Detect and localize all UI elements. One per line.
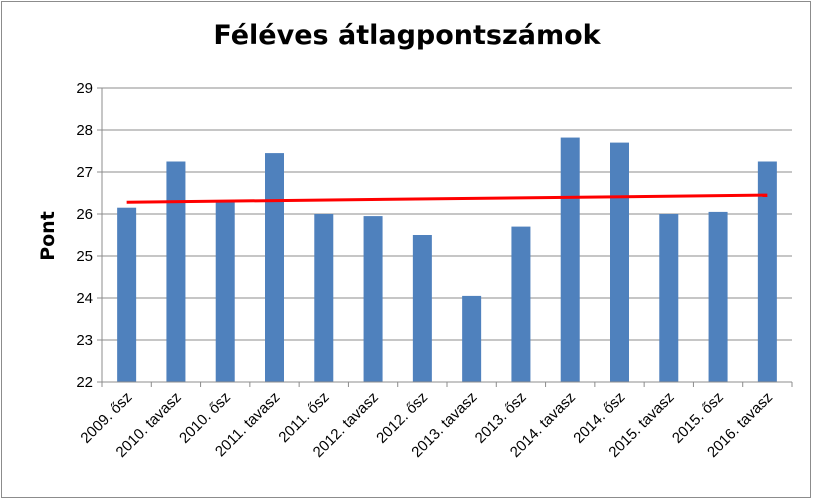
y-tick-label: 29 (76, 80, 93, 97)
y-tick-label: 27 (76, 164, 93, 181)
bar (166, 161, 186, 382)
chart-title: Féléves átlagpontszámok (213, 20, 601, 51)
trendline (126, 193, 768, 204)
bars (117, 137, 777, 382)
bar (708, 211, 728, 382)
y-axis-ticks: 22 23 24 25 26 27 28 29 (76, 80, 102, 391)
y-tick-label: 24 (76, 290, 93, 307)
bar (215, 201, 235, 382)
bar (659, 214, 679, 382)
y-tick-label: 28 (76, 122, 93, 139)
y-tick-label: 26 (76, 206, 93, 223)
gridlines (102, 87, 792, 341)
bar (363, 216, 383, 382)
y-tick-label: 25 (76, 248, 93, 265)
bar (117, 207, 137, 382)
axes (101, 88, 793, 387)
bar (462, 295, 482, 382)
bar (560, 137, 580, 382)
bar (610, 142, 629, 382)
y-tick-label: 23 (76, 332, 93, 349)
bar (511, 226, 531, 382)
y-axis-title: Pont (37, 211, 59, 261)
bar (265, 153, 284, 382)
bar (412, 235, 432, 382)
y-tick-label: 22 (76, 374, 93, 391)
trendline-group (126, 193, 768, 204)
bar (757, 161, 777, 382)
bar (314, 214, 334, 382)
